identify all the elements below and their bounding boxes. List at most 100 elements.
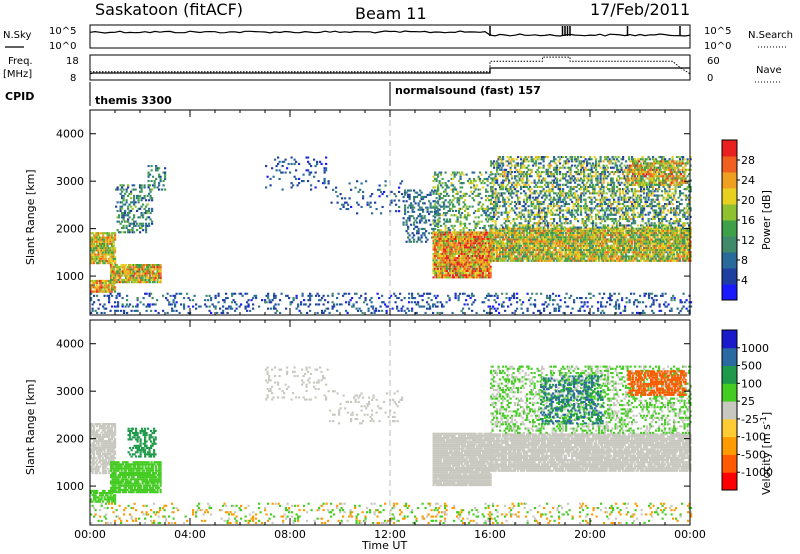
power-cell	[568, 236, 571, 239]
power-cell	[302, 180, 305, 183]
power-cell	[405, 191, 408, 194]
power-cell	[553, 203, 556, 206]
power-cell	[485, 252, 488, 255]
power-cell	[509, 160, 512, 163]
power-cell	[497, 215, 500, 218]
power-cell	[544, 259, 547, 262]
power-cell	[607, 253, 610, 256]
power-cell	[526, 236, 529, 239]
power-cell	[557, 242, 560, 245]
power-cell	[535, 213, 538, 216]
power-cell	[432, 230, 435, 233]
power-cell	[500, 162, 503, 165]
power-cell	[493, 207, 496, 210]
power-cell	[467, 246, 470, 249]
power-cell	[490, 164, 493, 167]
power-cell	[474, 242, 477, 245]
power-cell	[608, 255, 611, 258]
power-cell	[103, 249, 106, 252]
power-cell	[617, 255, 620, 258]
power-cell	[505, 227, 508, 230]
power-cell	[142, 222, 145, 225]
power-cell	[143, 270, 146, 273]
power-cell	[152, 266, 155, 269]
power-cell	[515, 236, 518, 239]
power-cell	[551, 175, 554, 178]
power-cell	[435, 192, 438, 195]
power-cell	[499, 251, 502, 254]
power-cell	[464, 214, 467, 217]
power-cell	[650, 246, 653, 249]
power-cell	[290, 156, 293, 159]
power-cell	[577, 251, 580, 254]
power-cell	[530, 238, 533, 241]
power-cell	[91, 253, 94, 256]
power-cell	[688, 244, 691, 247]
power-cell	[103, 236, 106, 239]
power-cell	[429, 206, 432, 209]
power-cell	[493, 249, 496, 252]
power-cell	[455, 274, 458, 277]
power-cell	[542, 158, 545, 161]
power-cell	[119, 192, 122, 195]
power-cell	[575, 236, 578, 239]
power-cell	[575, 253, 578, 256]
power-cell	[500, 183, 503, 186]
power-cell	[491, 181, 494, 184]
power-cell	[122, 268, 125, 271]
power-cell	[105, 290, 108, 293]
power-cell	[500, 234, 503, 237]
power-cell	[685, 255, 688, 258]
power-cell	[117, 274, 120, 277]
power-cell	[145, 229, 148, 232]
power-cell	[483, 274, 486, 277]
power-cell	[316, 160, 319, 163]
power-cell	[514, 240, 517, 243]
power-cell	[635, 227, 638, 230]
power-cell	[658, 238, 661, 241]
power-cell	[568, 251, 571, 254]
power-cell	[116, 266, 119, 269]
power-cell	[477, 272, 480, 275]
power-cell	[467, 255, 470, 258]
power-cell	[94, 247, 97, 250]
power-cell	[435, 233, 438, 236]
power-cell	[459, 190, 462, 193]
power-cell	[155, 167, 158, 170]
power-cell	[127, 229, 130, 232]
power-cell	[96, 236, 99, 239]
power-cell	[102, 282, 105, 285]
power-cell	[480, 272, 483, 275]
power-cell	[563, 229, 566, 232]
power-cell	[619, 242, 622, 245]
power-cell	[593, 238, 596, 241]
power-cell	[578, 259, 581, 262]
power-cell	[91, 260, 94, 263]
power-cell	[450, 207, 453, 210]
power-cell	[477, 237, 480, 240]
power-cell	[527, 213, 530, 216]
power-cell	[414, 225, 417, 228]
power-cell	[656, 227, 659, 230]
power-cell	[429, 191, 432, 194]
power-cell	[539, 156, 542, 159]
power-cell	[629, 257, 632, 260]
power-cell	[456, 220, 459, 223]
power-cell	[159, 278, 162, 281]
power-cell	[493, 213, 496, 216]
power-cell	[151, 188, 154, 191]
power-cell	[467, 233, 470, 236]
power-cell	[447, 220, 450, 223]
power-cell	[511, 190, 514, 193]
power-cell	[533, 207, 536, 210]
power-cell	[617, 227, 620, 230]
power-cell	[459, 194, 462, 197]
power-cell	[477, 252, 480, 255]
power-cell	[431, 232, 434, 235]
power-cell	[614, 251, 617, 254]
power-cell	[447, 248, 450, 251]
power-cell	[456, 276, 459, 279]
power-cell	[477, 267, 480, 270]
power-cell	[665, 259, 668, 262]
power-cell	[578, 249, 581, 252]
